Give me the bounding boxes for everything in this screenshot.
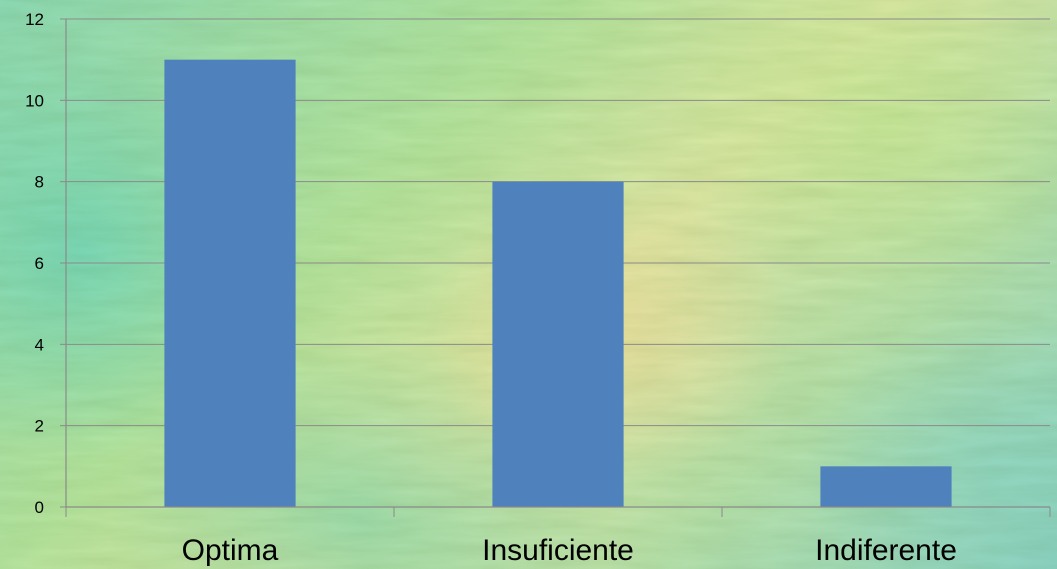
y-tick-labels: 0 2 4 6 8 10 12: [25, 10, 44, 517]
y-tick-label: 2: [35, 417, 44, 436]
y-tick-label: 8: [35, 173, 44, 192]
bars: [164, 59, 952, 508]
category-label: Indiferente: [815, 534, 957, 567]
category-labels: Optima Insuficiente Indiferente: [182, 534, 957, 567]
y-tick-label: 10: [25, 91, 44, 110]
bar-indiferente: [820, 466, 952, 507]
category-label: Optima: [182, 534, 279, 567]
bar-optima: [164, 59, 296, 508]
y-tick-label: 0: [35, 498, 44, 517]
y-tick-label: 4: [35, 335, 44, 354]
y-tick-label: 6: [35, 254, 44, 273]
y-tick-label: 12: [25, 10, 44, 29]
bar-insuficiente: [492, 181, 624, 507]
axes: [60, 18, 1051, 517]
category-label: Insuficiente: [482, 534, 634, 567]
